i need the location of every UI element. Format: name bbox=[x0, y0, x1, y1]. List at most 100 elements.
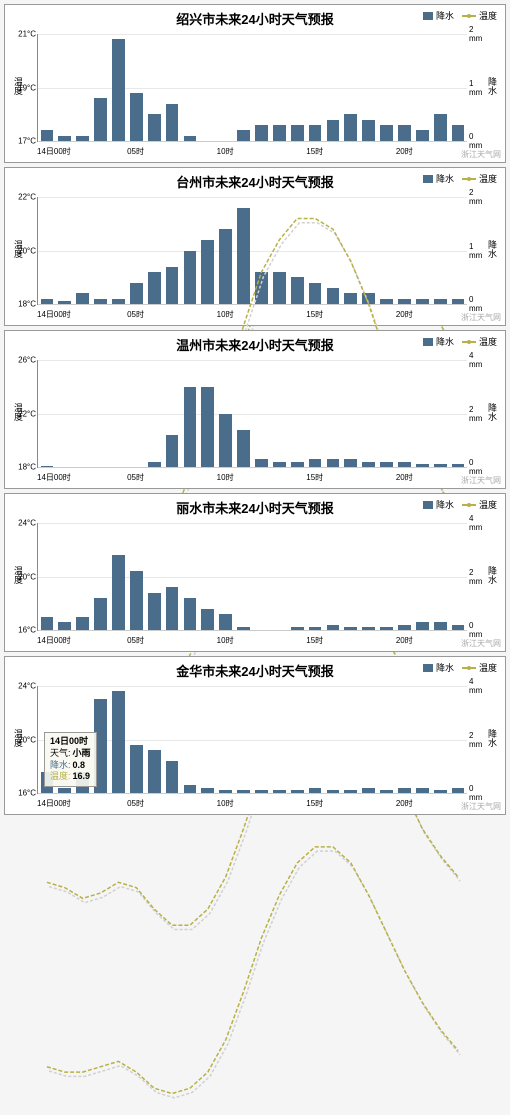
watermark: 浙江天气网 bbox=[461, 638, 501, 649]
y-axis-left-title: 温度 bbox=[12, 403, 25, 421]
legend-temp: 温度 bbox=[462, 661, 497, 674]
x-tick: 10时 bbox=[217, 472, 234, 483]
x-tick: 05时 bbox=[127, 472, 144, 483]
y-axis-right-title: 降水 bbox=[486, 566, 499, 584]
legend: 降水温度 bbox=[423, 172, 497, 185]
legend: 降水温度 bbox=[423, 335, 497, 348]
y-tick-left: 18°C bbox=[18, 300, 36, 309]
chart-area: 16°C20°C24°C0 mm2 mm4 mm温度降水14日00时天气: 小雨… bbox=[37, 686, 467, 794]
legend-temp: 温度 bbox=[462, 498, 497, 511]
y-tick-left: 24°C bbox=[18, 682, 36, 691]
watermark: 浙江天气网 bbox=[461, 149, 501, 160]
x-tick: 05时 bbox=[127, 146, 144, 157]
legend-precip: 降水 bbox=[423, 335, 454, 348]
y-tick-right: 0 mm bbox=[469, 621, 482, 639]
x-tick: 20时 bbox=[396, 798, 413, 809]
temp-line bbox=[38, 686, 467, 1115]
tooltip: 14日00时天气: 小雨降水: 0.8温度: 16.9 bbox=[44, 732, 97, 787]
chart-panel: 温州市未来24小时天气预报降水温度18°C22°C26°C0 mm2 mm4 m… bbox=[4, 330, 506, 489]
chart-panel: 台州市未来24小时天气预报降水温度18°C20°C22°C0 mm1 mm2 m… bbox=[4, 167, 506, 326]
chart-panel: 绍兴市未来24小时天气预报降水温度17°C19°C21°C0 mm1 mm2 m… bbox=[4, 4, 506, 163]
watermark: 浙江天气网 bbox=[461, 312, 501, 323]
y-tick-left: 22°C bbox=[18, 193, 36, 202]
x-axis: 14日00时 05时 10时 15时 20时 bbox=[37, 146, 467, 160]
y-tick-right: 0 mm bbox=[469, 458, 482, 476]
legend: 降水温度 bbox=[423, 661, 497, 674]
y-tick-right: 1 mm bbox=[469, 242, 482, 260]
legend-precip: 降水 bbox=[423, 172, 454, 185]
legend-precip: 降水 bbox=[423, 9, 454, 22]
legend-temp: 温度 bbox=[462, 335, 497, 348]
x-tick: 20时 bbox=[396, 146, 413, 157]
y-tick-left: 26°C bbox=[18, 356, 36, 365]
x-tick: 20时 bbox=[396, 472, 413, 483]
x-tick: 10时 bbox=[217, 635, 234, 646]
watermark: 浙江天气网 bbox=[461, 801, 501, 812]
x-tick: 15时 bbox=[306, 798, 323, 809]
y-tick-right: 0 mm bbox=[469, 132, 482, 150]
y-axis-right-title: 降水 bbox=[486, 77, 499, 95]
y-axis-right-title: 降水 bbox=[486, 240, 499, 258]
x-tick: 10时 bbox=[217, 798, 234, 809]
y-tick-right: 2 mm bbox=[469, 25, 482, 43]
x-tick: 20时 bbox=[396, 309, 413, 320]
y-tick-left: 18°C bbox=[18, 463, 36, 472]
x-tick: 14日00时 bbox=[37, 309, 71, 320]
x-tick: 15时 bbox=[306, 472, 323, 483]
x-axis: 14日00时 05时 10时 15时 20时 bbox=[37, 309, 467, 323]
legend: 降水温度 bbox=[423, 498, 497, 511]
y-tick-right: 0 mm bbox=[469, 295, 482, 313]
chart-area: 18°C20°C22°C0 mm1 mm2 mm温度降水 bbox=[37, 197, 467, 305]
y-tick-left: 21°C bbox=[18, 30, 36, 39]
y-tick-right: 0 mm bbox=[469, 784, 482, 802]
y-tick-right: 2 mm bbox=[469, 405, 482, 423]
tooltip-weather: 天气: 小雨 bbox=[50, 748, 91, 760]
y-tick-right: 4 mm bbox=[469, 514, 482, 532]
chart-panel: 金华市未来24小时天气预报降水温度16°C20°C24°C0 mm2 mm4 m… bbox=[4, 656, 506, 815]
y-tick-right: 2 mm bbox=[469, 568, 482, 586]
x-axis: 14日00时 05时 10时 15时 20时 bbox=[37, 635, 467, 649]
y-tick-left: 24°C bbox=[18, 519, 36, 528]
x-tick: 10时 bbox=[217, 309, 234, 320]
y-tick-right: 4 mm bbox=[469, 677, 482, 695]
y-tick-left: 16°C bbox=[18, 626, 36, 635]
x-axis: 14日00时 05时 10时 15时 20时 bbox=[37, 798, 467, 812]
x-tick: 05时 bbox=[127, 309, 144, 320]
y-axis-left-title: 温度 bbox=[12, 729, 25, 747]
x-tick: 15时 bbox=[306, 635, 323, 646]
x-tick: 15时 bbox=[306, 146, 323, 157]
tooltip-precip: 降水: 0.8 bbox=[50, 760, 91, 772]
y-tick-right: 2 mm bbox=[469, 731, 482, 749]
y-tick-right: 4 mm bbox=[469, 351, 482, 369]
y-axis-left-title: 温度 bbox=[12, 240, 25, 258]
chart-area: 16°C20°C24°C0 mm2 mm4 mm温度降水 bbox=[37, 523, 467, 631]
x-axis: 14日00时 05时 10时 15时 20时 bbox=[37, 472, 467, 486]
y-axis-right-title: 降水 bbox=[486, 729, 499, 747]
legend-precip: 降水 bbox=[423, 661, 454, 674]
legend: 降水温度 bbox=[423, 9, 497, 22]
x-tick: 14日00时 bbox=[37, 146, 71, 157]
x-tick: 10时 bbox=[217, 146, 234, 157]
y-axis-left-title: 温度 bbox=[12, 566, 25, 584]
y-tick-left: 17°C bbox=[18, 137, 36, 146]
y-tick-right: 1 mm bbox=[469, 79, 482, 97]
y-tick-left: 16°C bbox=[18, 789, 36, 798]
legend-temp: 温度 bbox=[462, 9, 497, 22]
tooltip-time: 14日00时 bbox=[50, 736, 91, 748]
y-axis-right-title: 降水 bbox=[486, 403, 499, 421]
x-tick: 15时 bbox=[306, 309, 323, 320]
watermark: 浙江天气网 bbox=[461, 475, 501, 486]
chart-area: 17°C19°C21°C0 mm1 mm2 mm温度降水 bbox=[37, 34, 467, 142]
x-tick: 14日00时 bbox=[37, 472, 71, 483]
x-tick: 14日00时 bbox=[37, 635, 71, 646]
tooltip-temp: 温度: 16.9 bbox=[50, 771, 91, 783]
y-tick-right: 2 mm bbox=[469, 188, 482, 206]
legend-precip: 降水 bbox=[423, 498, 454, 511]
chart-panel: 丽水市未来24小时天气预报降水温度16°C20°C24°C0 mm2 mm4 m… bbox=[4, 493, 506, 652]
y-axis-left-title: 温度 bbox=[12, 77, 25, 95]
x-tick: 05时 bbox=[127, 635, 144, 646]
x-tick: 14日00时 bbox=[37, 798, 71, 809]
x-tick: 20时 bbox=[396, 635, 413, 646]
chart-area: 18°C22°C26°C0 mm2 mm4 mm温度降水 bbox=[37, 360, 467, 468]
x-tick: 05时 bbox=[127, 798, 144, 809]
